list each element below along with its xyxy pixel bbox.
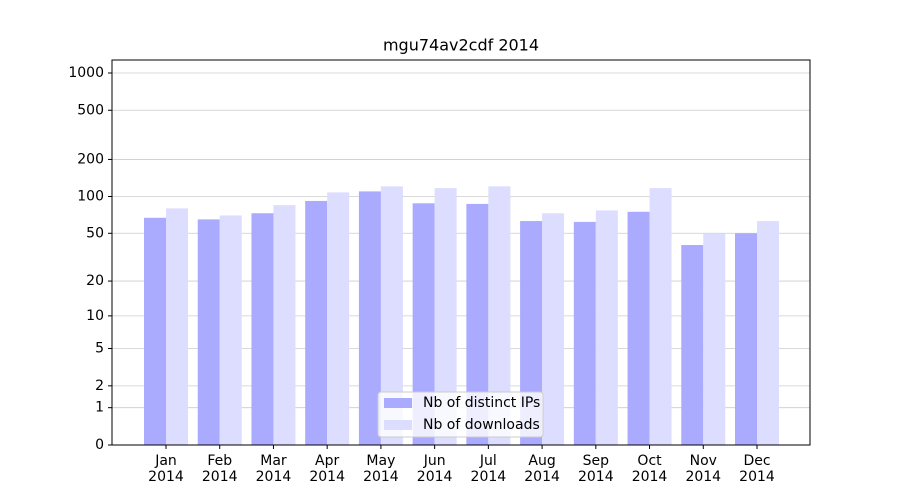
x-tick-label: Aug 2014 [524,453,560,485]
bar [757,221,779,445]
y-tick-label: 1000 [68,65,104,81]
bar [735,233,757,445]
legend: Nb of distinct IPs Nb of downloads [377,391,544,438]
bar [649,188,672,445]
x-tick-label: Sep 2014 [577,453,614,485]
x-tick-label: Mar 2014 [255,453,292,485]
bar [595,210,618,445]
legend-label: Nb of distinct IPs [423,395,540,411]
x-tick-label: Oct 2014 [631,453,668,485]
x-tick-label: Jan 2014 [148,453,184,485]
bar [380,186,403,445]
bar [327,192,350,445]
bar [542,213,565,445]
plot-frame [111,59,811,446]
y-tick-label: 2 [95,378,104,394]
bar [627,211,650,445]
bar [144,217,166,445]
bar [488,186,511,445]
x-tick-label: Jun 2014 [416,453,453,485]
bar [681,245,704,445]
x-tick-label: Apr 2014 [309,453,345,485]
bar [358,191,381,445]
y-tick-label: 5 [95,341,104,357]
x-tick-label: Nov 2014 [685,453,722,485]
bar [219,215,242,445]
bar [434,188,457,445]
y-tick-label: 0 [95,437,104,453]
bar [466,203,489,445]
x-tick-label: Feb 2014 [201,453,238,485]
bar [197,219,220,445]
bar [520,221,543,445]
x-tick-label: Jul 2014 [470,453,507,485]
y-tick-label: 200 [77,151,104,167]
legend-swatch [384,420,412,430]
x-tick-label: Dec 2014 [739,453,775,485]
bar [273,205,296,445]
y-tick-label: 10 [86,308,104,324]
chart-title: mgu74av2cdf 2014 [383,36,539,55]
legend-swatch [384,398,412,408]
y-tick-label: 1 [95,400,104,416]
legend-label: Nb of downloads [423,417,540,433]
bar [703,233,726,445]
x-tick-label: May 2014 [363,453,399,485]
legend-box [377,391,544,438]
y-tick-label: 500 [77,102,104,118]
y-tick-label: 100 [77,188,104,204]
bar [305,200,328,445]
bar [573,221,596,445]
bar [412,203,435,445]
y-tick-label: 50 [86,225,104,241]
bar [251,213,274,445]
bar [166,208,188,445]
y-tick-label: 20 [86,273,104,289]
